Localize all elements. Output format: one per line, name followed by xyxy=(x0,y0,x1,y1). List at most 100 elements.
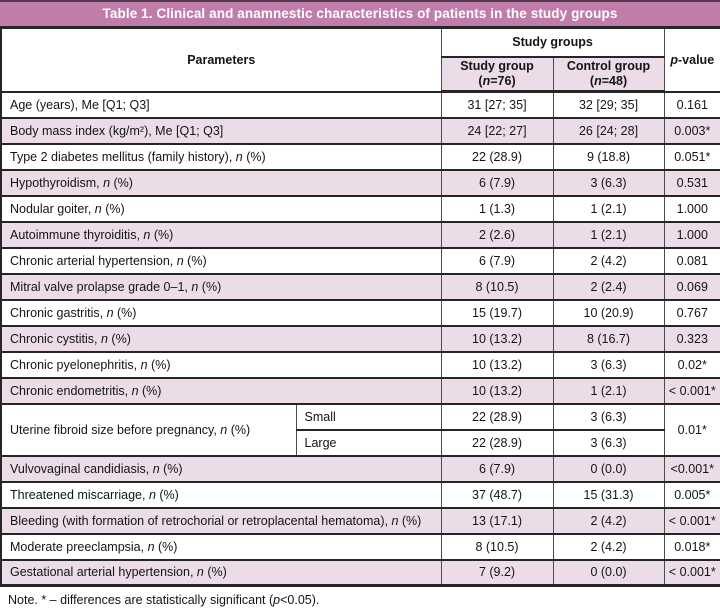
table-row: Body mass index (kg/m²), Me [Q1; Q3] 24 [… xyxy=(0,116,720,145)
study-group-header: Study group (n=76) xyxy=(440,55,554,93)
study-value-cell: 13 (17.1) xyxy=(440,506,554,535)
parameter-cell: Chronic cystitis, n (%) xyxy=(0,324,442,353)
study-value-cell: 6 (7.9) xyxy=(440,454,554,483)
control-value-cell: 0 (0.0) xyxy=(552,558,665,587)
table-row: Threatened miscarriage, n (%) 37 (48.7) 15… xyxy=(0,480,720,509)
study-value-cell: 8 (10.5) xyxy=(440,532,554,561)
p-value-cell: 0.01* xyxy=(663,402,720,457)
parameter-cell: Chronic arterial hypertension, n (%) xyxy=(0,246,442,275)
p-value-cell: 1.000 xyxy=(663,194,720,223)
control-value-cell: 0 (0.0) xyxy=(552,454,665,483)
control-value-cell: 3 (6.3) xyxy=(552,168,665,197)
table-row: Age (years), Me [Q1; Q3] 31 [27; 35] 32 [2… xyxy=(0,90,720,119)
study-value-cell: 6 (7.9) xyxy=(440,246,554,275)
study-value-cell: 22 (28.9) xyxy=(440,428,554,457)
control-value-cell: 3 (6.3) xyxy=(552,428,665,457)
control-value-cell: 9 (18.8) xyxy=(552,142,665,171)
study-group-label: Study group xyxy=(460,58,534,73)
control-value-cell: 1 (2.1) xyxy=(552,376,665,405)
table-row: Chronic cystitis, n (%) 10 (13.2) 8 (16.7)… xyxy=(0,324,720,353)
control-value-cell: 8 (16.7) xyxy=(552,324,665,353)
study-value-cell: 37 (48.7) xyxy=(440,480,554,509)
table-row: Moderate preeclampsia, n (%) 8 (10.5) 2 (4… xyxy=(0,532,720,561)
control-value-cell: 2 (4.2) xyxy=(552,506,665,535)
control-value-cell: 1 (2.1) xyxy=(552,220,665,249)
parameter-cell: Moderate preeclampsia, n (%) xyxy=(0,532,442,561)
parameter-cell: Threatened miscarriage, n (%) xyxy=(0,480,442,509)
page-title: Table 1. Clinical and anamnestic charact… xyxy=(0,0,720,26)
parameter-cell: Vulvovaginal candidiasis, n (%) xyxy=(0,454,442,483)
control-group-n: (n=48) xyxy=(589,73,628,88)
control-group-header: Control group (n=48) xyxy=(552,55,665,93)
control-value-cell: 10 (20.9) xyxy=(552,298,665,327)
parameter-cell: Chronic endometritis, n (%) xyxy=(0,376,442,405)
study-value-cell: 2 (2.6) xyxy=(440,220,554,249)
parameter-cell: Body mass index (kg/m²), Me [Q1; Q3] xyxy=(0,116,442,145)
parameter-cell: Chronic gastritis, n (%) xyxy=(0,298,442,327)
study-value-cell: 10 (13.2) xyxy=(440,350,554,379)
study-value-cell: 10 (13.2) xyxy=(440,324,554,353)
parameter-cell: Chronic pyelonephritis, n (%) xyxy=(0,350,442,379)
p-value-header: p-value xyxy=(663,26,720,93)
control-value-cell: 1 (2.1) xyxy=(552,194,665,223)
control-value-cell: 32 [29; 35] xyxy=(552,90,665,119)
table-row: Type 2 diabetes mellitus (family history… xyxy=(0,142,720,171)
p-value-cell: 0.767 xyxy=(663,298,720,327)
study-value-cell: 6 (7.9) xyxy=(440,168,554,197)
parameter-cell: Age (years), Me [Q1; Q3] xyxy=(0,90,442,119)
study-value-cell: 7 (9.2) xyxy=(440,558,554,587)
control-value-cell: 2 (4.2) xyxy=(552,532,665,561)
p-value-cell: <0.001* xyxy=(663,454,720,483)
study-value-cell: 22 (28.9) xyxy=(440,142,554,171)
table-row: Large 22 (28.9) 3 (6.3) xyxy=(1,428,720,457)
control-group-label: Control group xyxy=(566,58,651,73)
parameter-cell: Gestational arterial hypertension, n (%) xyxy=(0,558,442,587)
table-row: Chronic pyelonephritis, n (%) 10 (13.2) 3 … xyxy=(0,350,720,379)
study-groups-header: Study groups xyxy=(440,26,665,58)
table-row: Chronic arterial hypertension, n (%) 6 (7… xyxy=(0,246,720,275)
study-value-cell: 10 (13.2) xyxy=(440,376,554,405)
p-value-cell: 0.531 xyxy=(663,168,720,197)
study-value-cell: 15 (19.7) xyxy=(440,298,554,327)
sub-size-cell: Small xyxy=(295,402,442,431)
p-value-cell: 0.018* xyxy=(663,532,720,561)
p-value-cell: 0.323 xyxy=(663,324,720,353)
table-body: Age (years), Me [Q1; Q3] 31 [27; 35] 32 [2… xyxy=(0,90,720,587)
table-row: Gestational arterial hypertension, n (%)… xyxy=(0,558,720,587)
p-value-cell: < 0.001* xyxy=(663,558,720,587)
control-value-cell: 15 (31.3) xyxy=(552,480,665,509)
header-row-subgroups: Study group (n=76) Control group (n=48) xyxy=(1,55,720,93)
p-value-cell: 1.000 xyxy=(663,220,720,249)
parameters-header: Parameters xyxy=(0,26,442,93)
table-row: Autoimmune thyroiditis, n (%) 2 (2.6) 1 (2… xyxy=(0,220,720,249)
study-group-n: (n=76) xyxy=(478,73,516,88)
parameter-cell: Autoimmune thyroiditis, n (%) xyxy=(0,220,442,249)
table-row: Mitral valve prolapse grade 0–1, n (%) 8 … xyxy=(0,272,720,301)
parameter-cell: Hypothyroidism, n (%) xyxy=(0,168,442,197)
control-value-cell: 3 (6.3) xyxy=(552,350,665,379)
p-value-cell: 0.161 xyxy=(663,90,720,119)
header-row-groups: Parameters Study groups p-value xyxy=(0,26,720,93)
table-row: Chronic endometritis, n (%) 10 (13.2) 1 (2… xyxy=(0,376,720,405)
table-row: Uterine fibroid size before pregnancy, n… xyxy=(0,402,720,457)
parameter-cell: Uterine fibroid size before pregnancy, n… xyxy=(0,402,297,457)
study-value-cell: 31 [27; 35] xyxy=(440,90,554,119)
p-value-cell: 0.003* xyxy=(663,116,720,145)
p-value-cell: < 0.001* xyxy=(663,506,720,535)
table-row: Vulvovaginal candidiasis, n (%) 6 (7.9) 0 … xyxy=(0,454,720,483)
p-value-cell: < 0.001* xyxy=(663,376,720,405)
study-value-cell: 8 (10.5) xyxy=(440,272,554,301)
sub-size-cell: Large xyxy=(295,428,442,457)
footnote: Note. * – differences are statistically … xyxy=(8,593,320,607)
p-value-cell: 0.081 xyxy=(663,246,720,275)
study-value-cell: 1 (1.3) xyxy=(440,194,554,223)
parameter-cell: Type 2 diabetes mellitus (family history… xyxy=(0,142,442,171)
table-row: Chronic gastritis, n (%) 15 (19.7) 10 (20.… xyxy=(0,298,720,327)
study-value-cell: 22 (28.9) xyxy=(440,402,554,431)
p-value-cell: 0.005* xyxy=(663,480,720,509)
table-row: Nodular goiter, n (%) 1 (1.3) 1 (2.1) 1.000 xyxy=(0,194,720,223)
control-value-cell: 2 (2.4) xyxy=(552,272,665,301)
p-value-cell: 0.051* xyxy=(663,142,720,171)
parameter-cell: Bleeding (with formation of retrochorial… xyxy=(0,506,442,535)
control-value-cell: 2 (4.2) xyxy=(552,246,665,275)
